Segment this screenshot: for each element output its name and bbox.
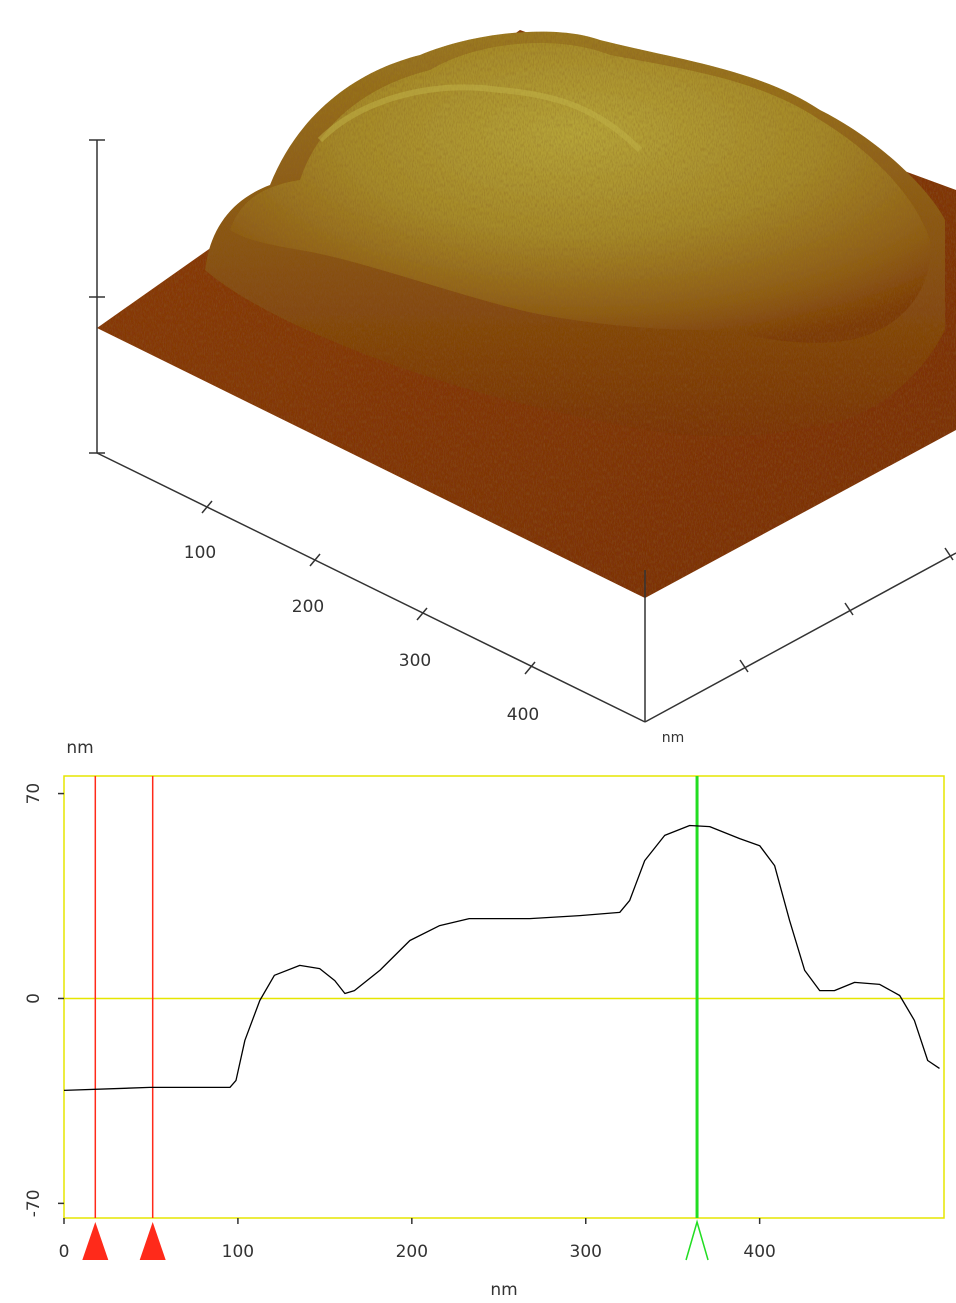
x-axis-label: nm	[490, 1280, 517, 1300]
x-tick-label: 300	[570, 1242, 602, 1262]
axis-tick	[310, 554, 320, 566]
x-tick-label: 200	[396, 1242, 428, 1262]
x-tick-label: 0	[59, 1242, 70, 1262]
x-tick-label: 100	[222, 1242, 254, 1262]
x-tick-label: 400	[743, 1242, 775, 1262]
plot-frame	[64, 776, 944, 1218]
axis-tick-label: 300	[399, 651, 431, 671]
axis-unit: nm	[662, 730, 685, 746]
y-tick-label: 0	[24, 993, 44, 1004]
cursor-marker	[140, 1222, 166, 1260]
y-axis-label: nm	[66, 738, 93, 758]
cursor-marker	[82, 1222, 108, 1260]
profile-line	[64, 826, 940, 1091]
y-tick-label: -70	[24, 1189, 44, 1217]
page: 100 200 300 400 nm nm nm -70 0 70 0 100 200 30…	[0, 0, 956, 1303]
axis-tick-label: 100	[184, 543, 216, 563]
axis-tick	[202, 501, 212, 513]
cursor-marker	[686, 1222, 708, 1260]
axis-tick-label: 200	[292, 597, 324, 617]
axis-tick-label: 400	[507, 705, 539, 725]
surface-3d: 100 200 300 400 nm	[89, 30, 956, 746]
profile-chart: nm nm -70 0 70 0 100 200 300 400	[24, 738, 944, 1300]
axis	[645, 553, 956, 722]
y-tick-label: 70	[24, 783, 44, 805]
